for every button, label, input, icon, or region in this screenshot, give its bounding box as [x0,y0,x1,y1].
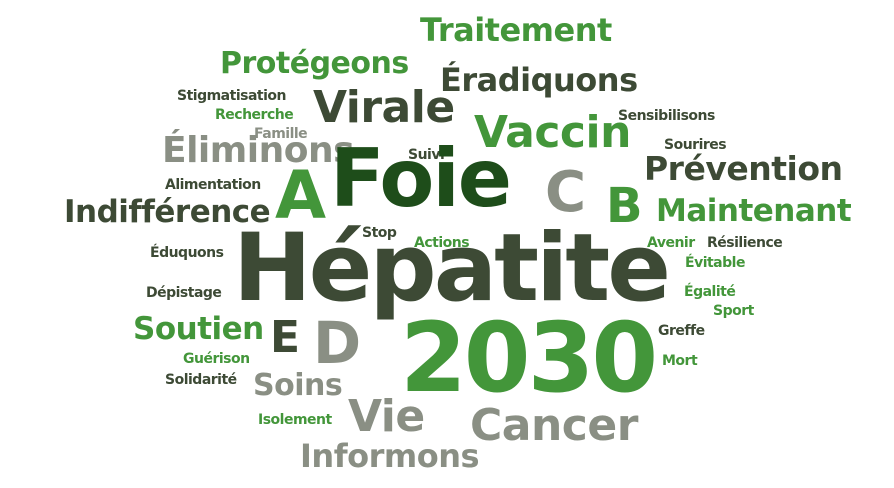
word-greffe: Greffe [658,323,705,339]
word-actions: Actions [414,235,470,251]
word-a: A [275,157,326,234]
word-foie: Foie [330,132,512,225]
word-resilience: Résilience [707,235,783,251]
word-solidarite: Solidarité [165,372,237,388]
word-avenir: Avenir [647,235,695,251]
word-alimentation: Alimentation [165,177,261,193]
word-e: E [270,312,300,363]
word-vaccin: Vaccin [474,107,631,158]
word-sport: Sport [713,303,754,319]
word-2030: 2030 [400,302,658,414]
word-indifference: Indifférence [64,194,271,230]
word-suivi: Suivi [408,147,445,163]
word-sensibilisons: Sensibilisons [618,108,715,124]
word-traitement: Traitement [420,11,612,49]
word-sourires: Sourires [664,137,727,153]
word-soutien: Soutien [133,311,264,347]
word-depistage: Dépistage [146,285,222,301]
word-famille: Famille [254,126,308,142]
word-c: C [545,160,586,225]
word-maintenant: Maintenant [656,193,852,229]
word-d: D [313,309,361,377]
word-mort: Mort [662,353,698,369]
word-eradiquons: Éradiquons [440,61,638,99]
word-stigmatisation: Stigmatisation [177,88,286,104]
word-eduquons: Éduquons [150,245,224,261]
word-cancer: Cancer [470,400,638,451]
word-vie: Vie [348,391,425,442]
word-eliminons: Éliminons [162,130,355,171]
word-informons: Informons [300,437,480,475]
word-isolement: Isolement [258,412,332,428]
word-stop: Stop [362,225,397,241]
word-hepatite: Hépatite [233,214,671,323]
word-guerison: Guérison [183,351,250,367]
word-virale: Virale [313,82,455,133]
word-protegeons: Protégeons [220,46,409,81]
word-soins: Soins [253,368,343,403]
word-recherche: Recherche [215,107,294,123]
word-egalite: Égalité [684,284,736,300]
word-b: B [606,178,643,234]
word-evitable: Évitable [685,255,745,271]
word-prevention: Prévention [644,149,843,188]
